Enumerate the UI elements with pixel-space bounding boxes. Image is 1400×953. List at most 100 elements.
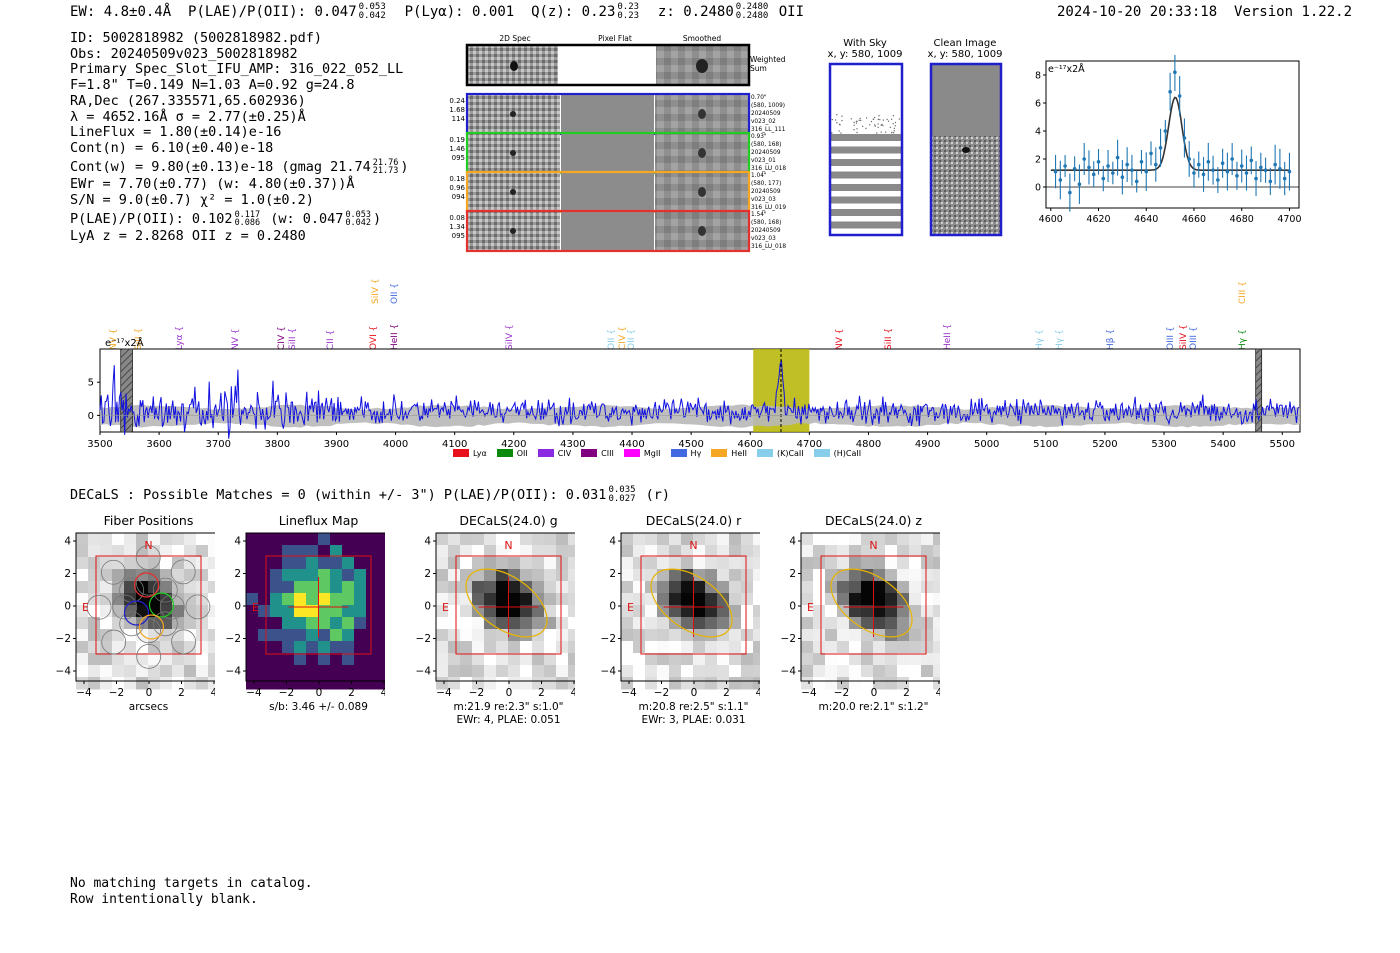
cutout-pixel [196, 581, 209, 594]
cutout-pixel [705, 557, 718, 570]
sky-noise-dot [894, 125, 896, 127]
cutout-pixel [342, 605, 355, 618]
fiber-right-value: v023_01 [751, 158, 776, 164]
fit-data-point [1235, 174, 1239, 178]
legend-label: CIII [601, 448, 614, 458]
cutout-pixel [436, 641, 449, 654]
cutout-pixel [258, 617, 271, 630]
cutout-pixel [508, 557, 521, 570]
cutout-pixel [813, 605, 826, 618]
cutout-pixel [897, 557, 910, 570]
cutout-pixel [246, 665, 259, 678]
sky-noise-dot [840, 132, 842, 134]
cutout-pixel [645, 557, 658, 570]
sky-line-band [831, 184, 901, 191]
fiber-source-smoothed [698, 226, 706, 236]
cutout-pixel [909, 593, 922, 606]
cutout-pixel [270, 629, 283, 642]
sky-noise-dot [894, 121, 897, 124]
cutout-pixel [100, 677, 113, 690]
fiber-right-value: 20240509 [751, 150, 781, 156]
fiber-circle [159, 594, 185, 620]
cutout-pixel [861, 605, 874, 618]
fit-data-point [1087, 165, 1091, 170]
legend-label: (H)CaII [833, 448, 862, 458]
cutout-pixel [472, 581, 485, 594]
cutout-pixel [885, 557, 898, 570]
cutout-pixel [849, 545, 862, 558]
cutout-pixel [330, 545, 343, 558]
cutout-pixel [532, 641, 545, 654]
cutout-title: DECaLS(24.0) g [459, 513, 557, 528]
cutout-ytick-label: −4 [56, 666, 72, 678]
fiber-pixelflat [561, 95, 654, 133]
spectrum-xtick-label: 4500 [678, 439, 703, 450]
cutout-pixel [472, 665, 485, 678]
cutout-pixel [258, 677, 271, 690]
cutout-pixel [568, 533, 575, 546]
cutout-pixel [246, 653, 259, 666]
cutout-pixel [837, 581, 850, 594]
spectrum-xtick-label: 4800 [856, 439, 881, 450]
fiber-right-value: 0.93" [751, 134, 767, 140]
legend-swatch [581, 449, 598, 457]
cutout-pixel [681, 569, 694, 582]
fiber-pixelflat [561, 212, 654, 250]
cutout-pixel [921, 593, 934, 606]
sky-noise-dot [850, 118, 852, 120]
fiber-circle [136, 643, 162, 669]
info-radec: RA,Dec (267.335571,65.602936) [70, 92, 306, 109]
cutout-pixel [633, 593, 646, 606]
cutout-pixel [196, 593, 209, 606]
cutout-pixel [849, 653, 862, 666]
cutout-pixel [160, 677, 173, 690]
sky-noise-dot [865, 127, 867, 129]
cutout-pixel [460, 677, 473, 690]
cutout-pixel [208, 677, 215, 690]
cutout-pixel [508, 677, 521, 690]
fit-ytick-label: 8 [1035, 71, 1041, 82]
cutout-pixel [645, 665, 658, 678]
cutout-pixel [318, 641, 331, 654]
decals-heading: DECaLS : Possible Matches = 0 (within +/… [70, 485, 671, 504]
sky-noise-dot [866, 117, 868, 119]
cutout-pixel [208, 569, 215, 582]
cutout-pixel [282, 593, 295, 606]
cutout-pixel [354, 605, 367, 618]
sky-noise-dot [877, 126, 879, 128]
sky-noise-dot [841, 115, 843, 117]
fiber-right-value: (580, 1009) [751, 103, 785, 109]
cutout-pixel [568, 593, 575, 606]
cutout-pixel [508, 665, 521, 678]
cutout-pixel [717, 533, 730, 546]
cutout-pixel [366, 593, 379, 606]
cutout-pixel [354, 653, 367, 666]
cutout-pixel [741, 545, 754, 558]
cutout-pixel [933, 545, 940, 558]
cutout-pixel [669, 557, 682, 570]
info-sn: S/N = 9.0(±0.7) χ² = 1.0(±0.2) [70, 192, 314, 209]
sky-noise-dot [860, 119, 862, 122]
cutout-pixel [556, 617, 569, 630]
cutout-pixel [354, 557, 367, 570]
cutout-pixel [484, 581, 497, 594]
cutout-pixel [366, 629, 379, 642]
cutout-pixel [837, 617, 850, 630]
cutout-pixel [112, 677, 125, 690]
cutout-pixel [436, 653, 449, 666]
cutout-pixel [196, 665, 209, 678]
cutout-pixel [270, 605, 283, 618]
sky-noise-dot [841, 119, 843, 122]
cutout-pixel [460, 617, 473, 630]
cutout-pixel [460, 629, 473, 642]
cutout-pixel [378, 605, 385, 618]
cutout-pixel [246, 629, 259, 642]
cutout-label-2: EWr: 4, PLAE: 0.051 [456, 714, 560, 725]
cutout-pixel [112, 545, 125, 558]
sky-noise-dot [862, 125, 864, 128]
cutout-pixel [645, 569, 658, 582]
cutout-pixel [921, 677, 934, 690]
fit-data-point [1158, 146, 1163, 150]
cutout-pixel [568, 617, 575, 630]
cutout-pixel [729, 569, 742, 582]
